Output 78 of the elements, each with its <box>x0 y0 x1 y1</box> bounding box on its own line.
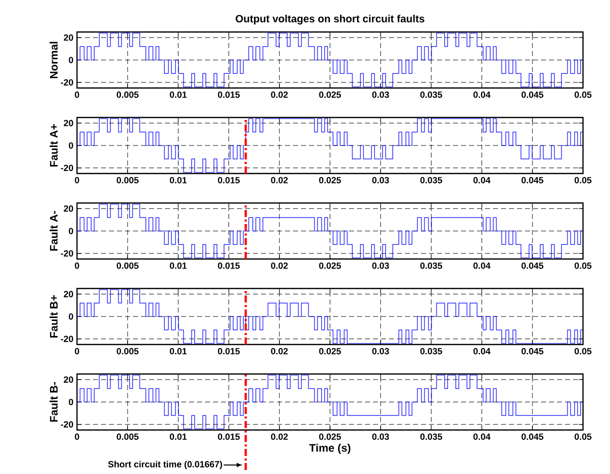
x-tick-label: 0.03 <box>372 348 389 354</box>
x-tick-label: 0.01 <box>170 348 187 354</box>
x-tick-label: 0.005 <box>116 262 139 269</box>
x-tick-label: 0.025 <box>319 177 341 184</box>
x-tick-label: 0.045 <box>522 177 544 184</box>
x-tick-label: 0.035 <box>420 262 442 269</box>
y-axis-title: Fault B+ <box>50 295 58 338</box>
x-tick-label: 0.04 <box>473 92 490 98</box>
x-tick-label: 0.025 <box>319 262 341 269</box>
x-tick-label: 0.045 <box>522 92 544 98</box>
x-tick-label: 0.035 <box>420 348 442 354</box>
x-tick-label: 0.005 <box>116 177 139 184</box>
y-tick-label: -20 <box>60 421 74 428</box>
x-tick-label: 0.045 <box>522 348 544 354</box>
y-tick-label: -20 <box>60 336 74 342</box>
x-tick-label: 0.025 <box>319 348 341 354</box>
x-tick-label: 0.005 <box>116 92 139 98</box>
y-tick-label: 0 <box>68 142 74 149</box>
y-tick-label: 0 <box>68 56 74 64</box>
x-tick-label: 0.015 <box>218 348 240 354</box>
x-tick-label: 0.04 <box>473 348 490 354</box>
x-tick-label: 0.04 <box>473 262 490 269</box>
x-tick-label: 0.03 <box>372 434 389 440</box>
y-tick-label: -20 <box>60 164 74 172</box>
y-tick-label: 20 <box>64 120 74 126</box>
x-tick-label: 0 <box>74 262 80 269</box>
x-axis-title: Time (s) <box>309 444 350 454</box>
ref-line-label: Short circuit time (0.01667) <box>108 460 222 470</box>
x-tick-label: 0.045 <box>522 262 544 269</box>
x-tick-label: 0.015 <box>218 92 240 98</box>
y-tick-label: 0 <box>68 228 74 234</box>
x-tick-label: 0.02 <box>271 92 288 98</box>
x-tick-label: 0 <box>74 177 80 184</box>
x-tick-label: 0.005 <box>116 348 139 354</box>
x-tick-label: 0.025 <box>319 92 341 98</box>
x-tick-label: 0.02 <box>271 348 288 354</box>
x-tick-label: 0.015 <box>218 434 240 440</box>
x-tick-label: 0.03 <box>372 177 389 184</box>
y-axis-title: Fault A+ <box>50 124 58 167</box>
y-tick-label: 0 <box>68 313 74 320</box>
x-tick-label: 0.04 <box>473 434 490 440</box>
x-tick-label: 0.05 <box>574 92 592 98</box>
x-tick-label: 0.035 <box>420 92 442 98</box>
y-tick-label: 20 <box>64 34 74 41</box>
x-tick-label: 0.035 <box>420 434 442 440</box>
x-tick-label: 0.045 <box>522 434 544 440</box>
y-tick-label: -20 <box>60 250 74 257</box>
x-tick-label: 0.015 <box>218 262 240 269</box>
y-tick-label: 20 <box>64 376 74 383</box>
x-tick-label: 0.02 <box>271 434 288 440</box>
y-axis-title: Normal <box>50 42 58 78</box>
x-tick-label: 0.04 <box>473 177 490 184</box>
x-tick-label: 0.05 <box>574 434 592 440</box>
x-tick-label: 0.01 <box>170 92 187 98</box>
x-tick-label: 0.01 <box>170 434 187 440</box>
x-tick-label: 0 <box>74 348 80 354</box>
x-tick-label: 0.05 <box>574 262 592 269</box>
y-tick-label: 20 <box>64 205 74 212</box>
x-tick-label: 0.035 <box>420 177 442 184</box>
y-axis-title: Fault B- <box>50 382 58 422</box>
y-tick-label: -20 <box>60 79 74 86</box>
x-tick-label: 0.01 <box>170 177 187 184</box>
x-tick-label: 0.025 <box>319 434 341 440</box>
y-tick-label: 0 <box>68 398 74 406</box>
x-tick-label: 0.02 <box>271 262 288 269</box>
y-tick-label: 20 <box>64 290 74 298</box>
x-tick-label: 0.05 <box>574 177 592 184</box>
x-tick-label: 0.03 <box>372 92 389 98</box>
chart-title: Output voltages on short circuit faults <box>236 14 424 25</box>
x-tick-label: 0.015 <box>218 177 240 184</box>
x-tick-label: 0.05 <box>574 348 592 354</box>
x-tick-label: 0 <box>74 434 80 440</box>
y-axis-title: Fault A- <box>50 211 58 251</box>
x-tick-label: 0.02 <box>271 177 288 184</box>
x-tick-label: 0 <box>74 92 80 98</box>
x-tick-label: 0.005 <box>116 434 139 440</box>
x-tick-label: 0.01 <box>170 262 187 269</box>
x-tick-label: 0.03 <box>372 262 389 269</box>
